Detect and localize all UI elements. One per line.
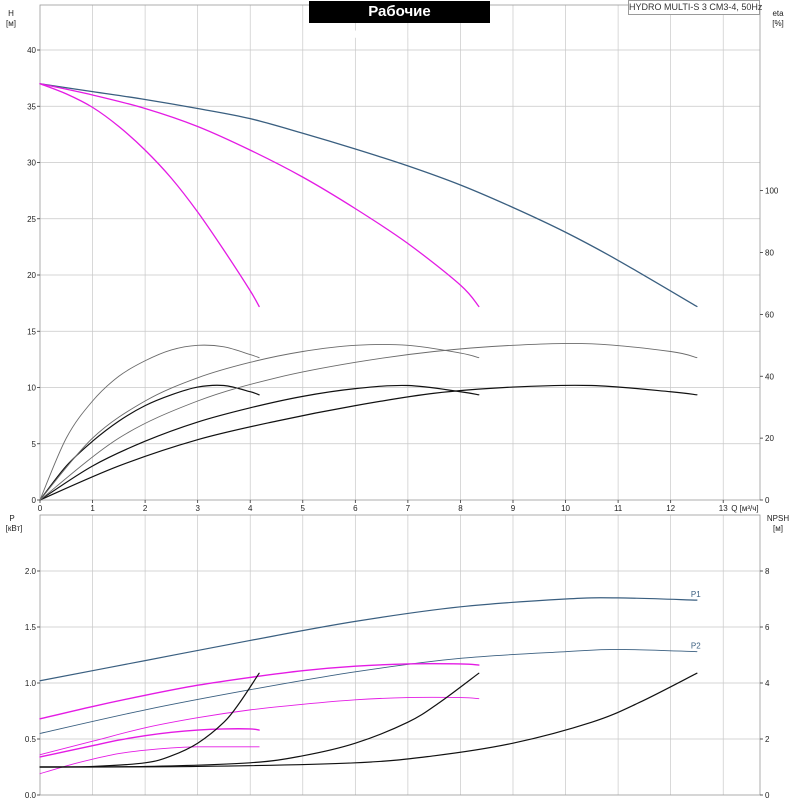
- p-tick-label: 1.0: [25, 679, 37, 688]
- y-right-axis-unit: [%]: [772, 19, 784, 28]
- bottom-series-p1-line: [39, 597, 698, 682]
- x-tick-label: 4: [248, 504, 253, 513]
- y-left-tick-label: 10: [27, 384, 36, 393]
- x-tick-label: 1: [90, 504, 95, 513]
- top-series-8-line: [39, 342, 698, 501]
- label-layer: 0 1 2 3 4 5 6 7 8 9 10 11 12 130510152025303540020406…: [6, 9, 790, 800]
- x-tick-label: 12: [666, 504, 675, 513]
- npsh-tick-label: 8: [765, 567, 770, 576]
- bottom-series-6-line: [39, 672, 260, 768]
- y-left-tick-label: 0: [32, 496, 37, 505]
- npsh-tick-label: 6: [765, 623, 770, 632]
- y-right-tick-label: 20: [765, 434, 774, 443]
- axis-layer: [37, 4, 763, 796]
- y-left-axis-unit: [м]: [6, 19, 16, 28]
- npsh-tick-label: 4: [765, 679, 770, 688]
- bottom-series-p2-label: P2: [691, 642, 701, 651]
- x-axis-label: Q [м³/ч]: [731, 504, 758, 513]
- x-tick-label: 8: [458, 504, 463, 513]
- top-series-4-line: [39, 384, 480, 501]
- x-tick-label: 5: [301, 504, 306, 513]
- npsh-axis-unit: [м]: [773, 524, 783, 533]
- y-right-axis-label: eta: [772, 9, 784, 18]
- y-left-tick-label: 40: [27, 46, 36, 55]
- y-left-tick-label: 25: [27, 215, 36, 224]
- x-tick-label: 3: [195, 504, 200, 513]
- x-tick-label: 10: [561, 504, 570, 513]
- npsh-tick-label: 0: [765, 791, 770, 800]
- top-series-1-line: [39, 83, 480, 308]
- top-series-6-line: [39, 344, 260, 501]
- top-series-2-line: [39, 83, 260, 308]
- y-right-tick-label: 0: [765, 496, 770, 505]
- y-right-tick-label: 80: [765, 249, 774, 258]
- p-axis-unit: [кВт]: [6, 524, 23, 533]
- y-left-tick-label: 5: [32, 440, 37, 449]
- x-tick-label: 13: [719, 504, 728, 513]
- chart-title: Рабочие характеристики: [309, 1, 490, 42]
- top-plot-frame: [39, 4, 761, 501]
- p-axis-label: P: [9, 514, 14, 523]
- top-series-0-line: [39, 83, 698, 308]
- bottom-series-p2-line: [39, 648, 698, 734]
- p-tick-label: 0.5: [25, 735, 37, 744]
- x-tick-label: 7: [406, 504, 411, 513]
- y-left-tick-label: 20: [27, 271, 36, 280]
- x-tick-label: 0: [38, 504, 43, 513]
- p-tick-label: 0.0: [25, 791, 37, 800]
- x-tick-label: 11: [614, 504, 623, 513]
- y-left-tick-label: 30: [27, 159, 36, 168]
- p-tick-label: 2.0: [25, 567, 37, 576]
- top-series-7-line: [39, 343, 480, 501]
- pump-model-label: HYDRO MULTI-S 3 CM3-4, 50Hz: [628, 0, 762, 15]
- x-tick-label: 9: [511, 504, 516, 513]
- top-series-3-line: [39, 384, 260, 501]
- y-left-tick-label: 15: [27, 327, 36, 336]
- top-series-5-line: [39, 384, 698, 501]
- npsh-axis-label: NPSH: [767, 514, 789, 523]
- series-layer: [39, 83, 698, 775]
- bottom-plot-frame: [39, 514, 761, 796]
- bottom-series-3-line: [39, 696, 480, 756]
- bottom-series-2-line: [39, 663, 480, 720]
- y-right-tick-label: 40: [765, 372, 774, 381]
- bottom-series-4-line: [39, 728, 260, 758]
- grid-layer: [40, 5, 760, 795]
- npsh-tick-label: 2: [765, 735, 770, 744]
- x-tick-label: 2: [143, 504, 148, 513]
- p-tick-label: 1.5: [25, 623, 37, 632]
- y-left-tick-label: 35: [27, 102, 36, 111]
- x-tick-label: 6: [353, 504, 358, 513]
- y-right-tick-label: 100: [765, 187, 779, 196]
- bottom-series-p1-label: P1: [691, 590, 701, 599]
- y-right-tick-label: 60: [765, 310, 774, 319]
- bottom-series-8-line: [39, 672, 698, 768]
- y-left-axis-label: H: [8, 9, 14, 18]
- bottom-series-7-line: [39, 672, 480, 768]
- bottom-series-5-line: [39, 746, 260, 775]
- x-axis-label-bg: [729, 503, 774, 513]
